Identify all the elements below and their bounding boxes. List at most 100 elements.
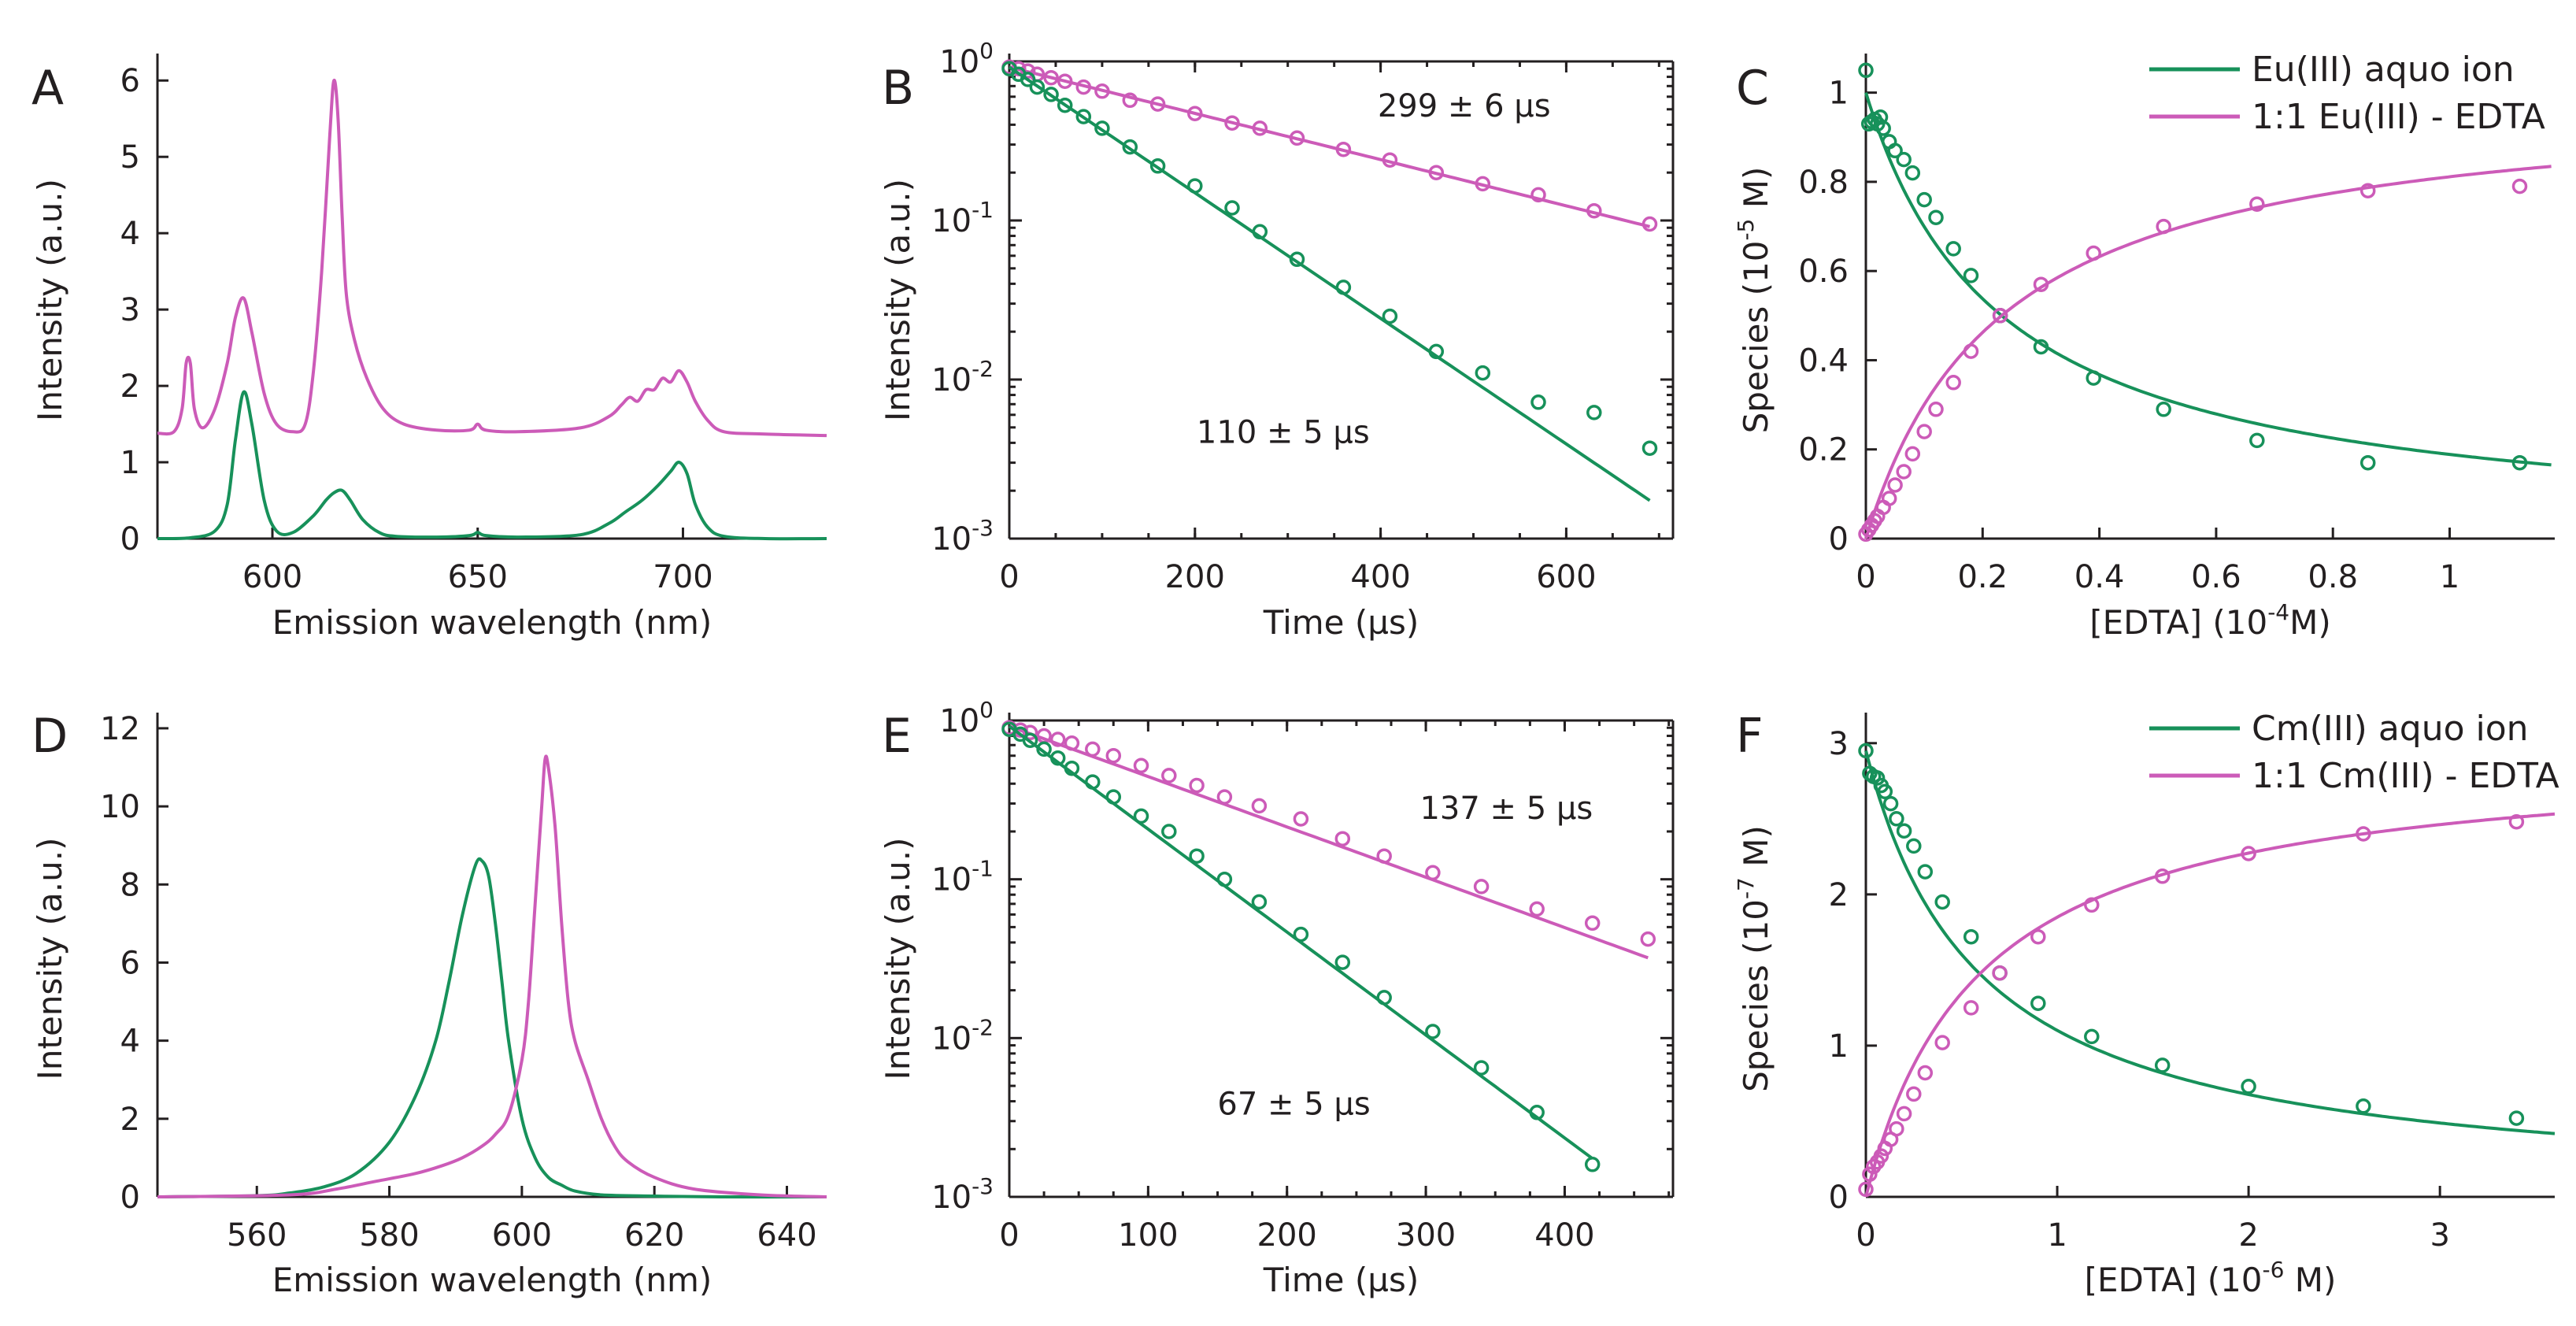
data-point-green xyxy=(1057,97,1073,113)
data-point-pink xyxy=(1216,789,1233,805)
data-point-pink xyxy=(2359,183,2376,198)
y-tick-label: 0.4 xyxy=(1798,343,1849,379)
x-axis-title-exponent: -6 xyxy=(2263,1257,2285,1283)
data-point-pink xyxy=(1189,777,1205,794)
data-point-pink xyxy=(1904,446,1921,462)
data-point-green xyxy=(1877,783,1893,800)
x-tick-label: 0.6 xyxy=(2191,559,2241,595)
data-point-pink xyxy=(1161,768,1177,783)
data-point-pink xyxy=(1224,115,1240,131)
y-tick-exponent: 0 xyxy=(979,697,994,723)
y-tick-label: 2 xyxy=(120,369,140,405)
data-point-green xyxy=(1251,894,1268,910)
data-point-pink xyxy=(1586,202,1602,219)
y-tick-label: 3 xyxy=(1829,726,1849,762)
data-point-green xyxy=(1043,87,1059,102)
panel-c-axes: C0 0.2 0.4 0.6 0.8 100.20.40.60.81[EDTA] (10-… xyxy=(1733,54,2555,642)
data-point-pink xyxy=(1020,63,1036,79)
y-tick-base: 10 xyxy=(931,362,972,398)
y-tick-exponent: -3 xyxy=(972,515,994,541)
data-point-pink xyxy=(1187,106,1203,121)
data-point-pink xyxy=(1105,747,1122,764)
data-point-green xyxy=(1334,954,1351,970)
data-point-green xyxy=(1917,864,1934,880)
y-tick-label: 10-3 xyxy=(931,515,994,557)
data-point-green xyxy=(1020,72,1036,87)
data-point-pink xyxy=(2086,245,2101,261)
x-axis-title: Time (µs) xyxy=(1263,603,1419,642)
x-tick-label: 640 xyxy=(757,1217,816,1254)
data-point-pink xyxy=(1916,424,1932,439)
x-tick-label: 600 xyxy=(492,1217,552,1254)
x-tick-label: 300 xyxy=(1396,1217,1456,1254)
x-tick-label: 3 xyxy=(2430,1217,2449,1254)
y-tick-label: 0.8 xyxy=(1798,165,1849,201)
data-point-pink xyxy=(1945,375,1961,391)
data-point-pink xyxy=(1881,491,1897,506)
data-point-pink xyxy=(1376,848,1392,864)
y-tick-label: 4 xyxy=(120,216,140,252)
data-point-pink xyxy=(1133,757,1149,774)
legend-label: 1:1 Cm(III) - EDTA xyxy=(2252,756,2559,796)
data-point-green xyxy=(1029,79,1046,95)
panel-a-axes: A 600 650 700 0 1 2 3 4 5 6 Emission wavelength (nm… xyxy=(31,54,827,642)
y-tick-label: 0 xyxy=(1829,1180,1849,1216)
data-point-green xyxy=(1887,143,1903,159)
y-tick-label: 8 xyxy=(120,867,140,903)
x-tick-label: 700 xyxy=(653,559,712,595)
y-tick-exponent: -2 xyxy=(972,356,994,382)
panel-a-data xyxy=(157,79,827,541)
x-axis-title: [EDTA] (10-4M) xyxy=(2089,599,2331,642)
data-point-pink xyxy=(1043,69,1059,86)
data-point-pink xyxy=(1149,96,1166,112)
y-axis-title-unit: M) xyxy=(1737,167,1775,219)
data-point-green xyxy=(1858,743,1874,759)
data-point-pink xyxy=(1289,130,1305,146)
data-point-pink xyxy=(2033,276,2049,292)
data-point-green xyxy=(1875,120,1891,136)
spectrum-line-green xyxy=(157,390,827,541)
data-point-green xyxy=(1085,774,1101,790)
data-point-green xyxy=(1889,811,1904,827)
data-point-pink xyxy=(1425,865,1441,881)
data-point-pink xyxy=(1094,83,1110,99)
y-tick-label: 10-2 xyxy=(931,1014,994,1057)
data-point-green xyxy=(2359,454,2376,471)
data-point-green xyxy=(1049,750,1066,766)
y-axis-title-exponent: -7 xyxy=(1733,877,1759,899)
data-point-pink xyxy=(1963,343,1979,359)
y-tick-label: 0 xyxy=(1829,521,1849,557)
y-tick-label: 10-2 xyxy=(931,356,994,398)
spectrum-line-green xyxy=(157,857,827,1199)
x-tick-label: 0.8 xyxy=(2308,559,2358,595)
data-point-green xyxy=(2511,454,2528,471)
panel-d-axes: D 560 580 600 620 640 0 2 4 6 8 10 12 Emission wavele… xyxy=(31,709,827,1299)
x-tick-label: 600 xyxy=(242,559,302,595)
x-axis-title: Emission wavelength (nm) xyxy=(272,603,712,642)
data-point-pink xyxy=(1251,798,1268,814)
lifetime-annotation: 110 ± 5 µs xyxy=(1197,414,1370,450)
data-point-pink xyxy=(1085,741,1101,757)
data-point-green xyxy=(1122,139,1138,155)
y-tick-label: 100 xyxy=(939,38,994,80)
data-point-green xyxy=(1904,165,1921,181)
y-tick-label: 2 xyxy=(1829,877,1849,913)
y-tick-label: 4 xyxy=(120,1024,140,1060)
data-point-pink xyxy=(1122,92,1138,109)
lifetime-annotation: 137 ± 5 µs xyxy=(1419,791,1593,827)
y-tick-label: 1 xyxy=(120,445,140,481)
data-point-pink xyxy=(2241,846,2256,861)
y-tick-base: 10 xyxy=(931,203,972,239)
data-point-pink xyxy=(1530,187,1546,203)
data-point-pink xyxy=(2356,826,2371,842)
y-tick-label: 2 xyxy=(120,1102,140,1138)
data-point-green xyxy=(2086,370,2101,386)
y-tick-label: 10-3 xyxy=(931,1173,994,1216)
y-tick-base: 10 xyxy=(939,44,979,80)
data-point-green xyxy=(1945,241,1961,257)
x-tick-label: 100 xyxy=(1118,1217,1178,1254)
panel-c-data xyxy=(1858,62,2552,543)
data-point-green xyxy=(1529,1105,1545,1120)
x-tick-label: 2 xyxy=(2238,1217,2258,1254)
